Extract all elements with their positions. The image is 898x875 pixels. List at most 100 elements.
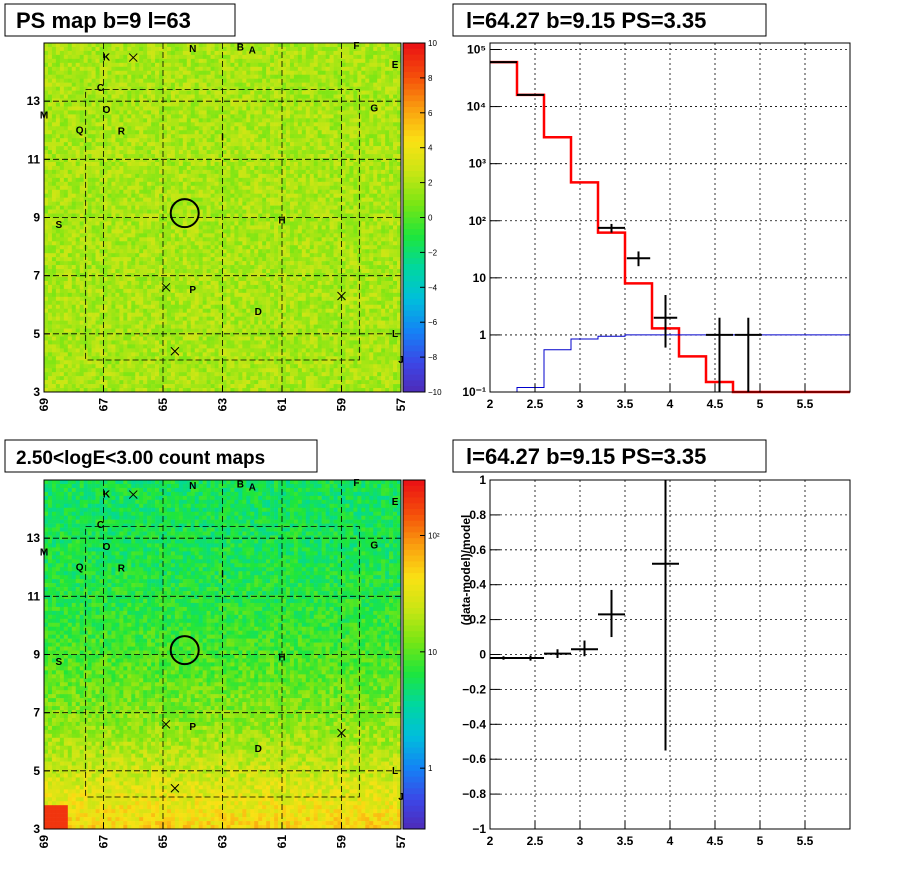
map-y-tick-label: 5 bbox=[33, 327, 40, 341]
source-label: I bbox=[221, 570, 224, 581]
map-x-tick-label: 61 bbox=[275, 398, 289, 412]
colorbar-tick-label: 0 bbox=[428, 214, 433, 223]
source-label: D bbox=[255, 307, 262, 318]
residuals-y-tick-label: −0.8 bbox=[462, 787, 486, 801]
map-x-tick-label: 59 bbox=[335, 398, 349, 412]
source-label: R bbox=[118, 127, 126, 138]
spectrum-y-tick-label: 10⁴ bbox=[467, 100, 486, 114]
source-label: B bbox=[237, 479, 244, 490]
colorbar-tick-label: 4 bbox=[428, 144, 433, 153]
source-label: N bbox=[189, 44, 196, 55]
colorbar-tick-label: 1 bbox=[428, 764, 433, 773]
source-label: H bbox=[278, 215, 285, 226]
spectrum-x-tick-label: 5 bbox=[757, 397, 764, 411]
spectrum-x-tick-label: 2 bbox=[487, 397, 494, 411]
map-x-tick-label: 63 bbox=[216, 835, 230, 849]
map-x-tick-label: 59 bbox=[335, 835, 349, 849]
residuals-panel: l=64.27 b=9.15 PS=3.35 2 2.5 3 3.5 4 4.5 5 5.5 1… bbox=[453, 440, 850, 848]
source-label: G bbox=[370, 540, 378, 551]
map-y-tick-label: 3 bbox=[33, 822, 40, 836]
colorbar-tick-label: −8 bbox=[428, 353, 438, 362]
spectrum-y-tick-label: 10⁵ bbox=[467, 43, 486, 57]
source-label: C bbox=[97, 83, 104, 94]
residuals-title: l=64.27 b=9.15 PS=3.35 bbox=[466, 444, 706, 469]
source-label: A bbox=[249, 482, 256, 493]
source-label: O bbox=[103, 542, 111, 553]
source-label: N bbox=[189, 481, 196, 492]
map-x-tick-label: 69 bbox=[37, 835, 51, 849]
map-x-tick-label: 65 bbox=[156, 835, 170, 849]
spectrum-x-tick-label: 4 bbox=[667, 397, 674, 411]
source-label: I bbox=[221, 133, 224, 144]
colorbar-tick-label: −10 bbox=[428, 388, 442, 397]
source-label: G bbox=[370, 103, 378, 114]
spectrum-y-tick-label: 10² bbox=[469, 214, 486, 228]
residuals-x-tick-label: 5 bbox=[757, 834, 764, 848]
spectrum-x-tick-label: 5.5 bbox=[797, 397, 814, 411]
spectrum-y-tick-label: 10³ bbox=[469, 157, 486, 171]
map-x-tick-label: 69 bbox=[37, 398, 51, 412]
source-label: Q bbox=[76, 125, 84, 136]
residuals-x-tick-label: 2 bbox=[487, 834, 494, 848]
source-label: L bbox=[392, 329, 398, 340]
residuals-y-tick-label: −0.4 bbox=[462, 717, 486, 731]
map-x-tick-label: 61 bbox=[275, 835, 289, 849]
ps-map-title: PS map b=9 l=63 bbox=[16, 8, 191, 33]
spectrum-x-tick-label: 3 bbox=[577, 397, 584, 411]
map-x-tick-label: 65 bbox=[156, 398, 170, 412]
source-label: R bbox=[118, 564, 126, 575]
map-x-tick-label: 67 bbox=[97, 835, 111, 849]
source-label: O bbox=[103, 105, 111, 116]
colorbar-tick-label: 6 bbox=[428, 109, 433, 118]
map-y-tick-label: 11 bbox=[27, 152, 40, 166]
source-label: B bbox=[237, 42, 244, 53]
residuals-ylabel: (data-model)/model bbox=[459, 515, 473, 626]
residuals-x-tick-label: 4 bbox=[667, 834, 674, 848]
spectrum-title: l=64.27 b=9.15 PS=3.35 bbox=[466, 8, 706, 33]
count-map-title: 2.50<logE<3.00 count maps bbox=[16, 448, 265, 469]
residuals-y-tick-label: −0.2 bbox=[462, 682, 486, 696]
residuals-y-tick-label: −0.6 bbox=[462, 752, 486, 766]
map-x-tick-label: 67 bbox=[97, 398, 111, 412]
residuals-y-tick-label: 0 bbox=[479, 648, 486, 662]
spectrum-x-tick-label: 2.5 bbox=[527, 397, 544, 411]
spectrum-panel: l=64.27 b=9.15 PS=3.35 2 2.5 3 3.5 4 4.5 5 5.5 1… bbox=[453, 4, 850, 411]
source-label: S bbox=[56, 657, 63, 668]
residuals-x-tick-label: 3.5 bbox=[617, 834, 634, 848]
residuals-x-tick-label: 4.5 bbox=[707, 834, 724, 848]
spectrum-x-tick-label: 4.5 bbox=[707, 397, 724, 411]
residuals-x-tick-label: 2.5 bbox=[527, 834, 544, 848]
colorbar-tick-label: −2 bbox=[428, 248, 438, 257]
map-x-tick-label: 57 bbox=[394, 398, 408, 412]
source-label: A bbox=[249, 45, 256, 56]
map-y-tick-label: 9 bbox=[33, 211, 40, 225]
residuals-x-tick-label: 3 bbox=[577, 834, 584, 848]
map-y-tick-label: 13 bbox=[27, 94, 41, 108]
source-label: P bbox=[189, 285, 196, 296]
colorbar-tick-label: −6 bbox=[428, 318, 438, 327]
source-label: S bbox=[56, 220, 63, 231]
residuals-y-tick-label: −1 bbox=[472, 822, 486, 836]
source-label: L bbox=[392, 766, 398, 777]
source-label: K bbox=[103, 490, 111, 501]
residuals-y-tick-label: 1 bbox=[479, 473, 486, 487]
colorbar-tick-label: 2 bbox=[428, 179, 433, 188]
map-y-tick-label: 3 bbox=[33, 385, 40, 399]
spectrum-x-tick-label: 3.5 bbox=[617, 397, 634, 411]
source-label: Q bbox=[76, 562, 84, 573]
map-y-tick-label: 7 bbox=[33, 706, 40, 720]
colorbar-tick-label: 10² bbox=[428, 532, 440, 541]
map-x-tick-label: 63 bbox=[216, 398, 230, 412]
residuals-x-tick-label: 5.5 bbox=[797, 834, 814, 848]
map-y-tick-label: 13 bbox=[27, 531, 41, 545]
source-label: K bbox=[103, 53, 111, 64]
source-label: D bbox=[255, 744, 262, 755]
residuals-plot: 2 2.5 3 3.5 4 4.5 5 5.510.80.60.40.20−0.2−0.4−0… bbox=[459, 473, 850, 848]
map-y-tick-label: 7 bbox=[33, 269, 40, 283]
spectrum-y-tick-label: 10 bbox=[473, 271, 487, 285]
model-total-line bbox=[490, 62, 850, 392]
